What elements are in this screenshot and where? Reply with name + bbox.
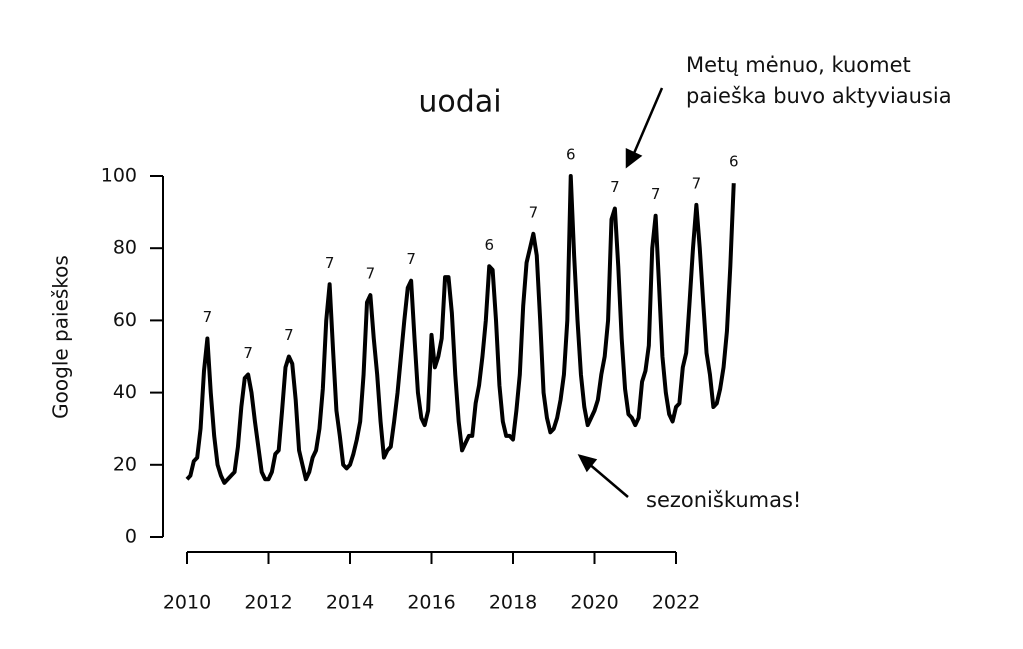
y-tick-label: 20 (113, 453, 137, 475)
arrow-head (577, 454, 598, 473)
peak-label: 6 (566, 146, 576, 164)
y-tick-label: 40 (113, 381, 137, 403)
x-tick-label: 2012 (244, 592, 292, 614)
peak-label: 7 (203, 308, 213, 326)
annotation: paieška buvo aktyviausia (686, 84, 952, 108)
y-tick-label: 0 (125, 526, 137, 548)
peak-label: 7 (366, 265, 376, 283)
peak-label: 7 (325, 254, 335, 272)
arrow (630, 87, 664, 159)
y-tick-label: 80 (113, 237, 137, 259)
x-tick-label: 2016 (407, 592, 455, 614)
peak-label: 7 (610, 178, 620, 196)
peak-label: 7 (529, 203, 539, 221)
x-tick-label: 2020 (570, 592, 618, 614)
x-tick-label: 2022 (652, 592, 700, 614)
chart-title: uodai (418, 85, 501, 120)
peak-label: 7 (243, 344, 253, 362)
x-tick-label: 2010 (163, 592, 211, 614)
peak-label: 7 (651, 185, 661, 203)
peak-label: 7 (406, 250, 416, 268)
y-tick-label: 100 (101, 165, 137, 187)
x-tick-label: 2018 (489, 592, 537, 614)
peak-label: 7 (692, 174, 702, 192)
arrow-head (625, 148, 643, 169)
annotation: sezoniškumas! (646, 488, 801, 512)
annotation: Metų mėnuo, kuomet (686, 53, 911, 77)
y-axis-label: Google paieškos (49, 255, 73, 419)
y-tick-label: 60 (113, 309, 137, 331)
x-tick-label: 2014 (326, 592, 374, 614)
peak-label: 7 (284, 326, 294, 344)
peak-label: 6 (484, 236, 494, 254)
line (185, 174, 736, 485)
arrows (577, 87, 664, 498)
arrow (587, 462, 629, 498)
peak-label: 6 (729, 153, 739, 171)
